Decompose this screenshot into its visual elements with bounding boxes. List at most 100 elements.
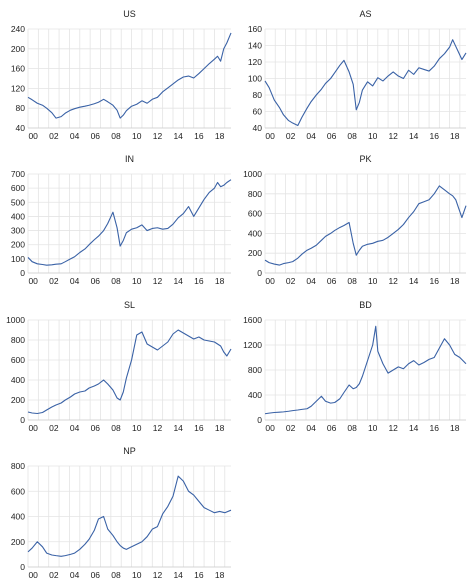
chart-title: PK (359, 154, 371, 164)
x-tick-label: 14 (173, 276, 183, 286)
x-tick-label: 12 (153, 423, 163, 433)
x-tick-label: 06 (91, 131, 101, 141)
chart-panel-as: AS 40 60 80 100 120 140 160 00 02 04 06 08 10 12 14 16 18 (248, 9, 467, 141)
x-tick-label: 16 (194, 423, 204, 433)
x-tick-label: 06 (327, 276, 337, 286)
y-tick-label: 400 (248, 228, 262, 238)
series-line-bd (264, 325, 467, 415)
y-tick-label: 600 (11, 355, 25, 365)
y-tick-label: 160 (248, 24, 262, 34)
chart-panel-us: US 40 80 120 160 200 240 00 02 04 06 08 10 12 14 16 18 (11, 9, 232, 141)
y-tick-label: 140 (248, 41, 262, 51)
y-tick-label: 400 (248, 390, 262, 400)
y-tick-label: 240 (11, 24, 25, 34)
y-tick-label: 400 (11, 512, 25, 522)
chart-title: AS (359, 9, 371, 19)
x-tick-label: 14 (409, 423, 419, 433)
y-tick-label: 500 (11, 197, 25, 207)
x-tick-label: 02 (286, 276, 296, 286)
x-tick-label: 12 (153, 131, 163, 141)
chart-panel-bd: BD 0 400 800 1200 1600 00 02 04 06 08 10 12 14 16 18 (243, 300, 467, 433)
x-tick-label: 16 (429, 131, 439, 141)
x-tick-label: 02 (49, 131, 59, 141)
y-tick-label: 40 (253, 123, 263, 133)
y-tick-label: 400 (11, 211, 25, 221)
y-tick-label: 120 (248, 57, 262, 67)
x-tick-label: 16 (194, 276, 204, 286)
x-tick-label: 18 (450, 276, 460, 286)
x-tick-label: 14 (409, 131, 419, 141)
y-tick-label: 200 (11, 240, 25, 250)
x-tick-label: 18 (450, 131, 460, 141)
x-tick-label: 00 (265, 423, 275, 433)
x-tick-label: 14 (409, 276, 419, 286)
y-tick-label: 200 (248, 248, 262, 258)
chart-panel-sl: SL 0 200 400 600 800 1000 00 02 04 06 08 10 12 14 16 18 (6, 300, 232, 433)
chart-title: US (123, 9, 136, 19)
y-tick-label: 400 (11, 375, 25, 385)
y-tick-label: 200 (11, 395, 25, 405)
series-line-in (27, 179, 232, 266)
y-tick-label: 100 (248, 74, 262, 84)
x-tick-label: 16 (429, 276, 439, 286)
x-tick-label: 18 (215, 423, 225, 433)
x-tick-label: 08 (347, 131, 357, 141)
chart-title: BD (359, 300, 372, 310)
x-tick-label: 04 (306, 423, 316, 433)
x-tick-label: 08 (111, 131, 121, 141)
x-tick-label: 04 (306, 131, 316, 141)
x-tick-label: 00 (265, 276, 275, 286)
y-tick-label: 60 (253, 107, 263, 117)
x-tick-label: 00 (265, 131, 275, 141)
x-tick-label: 10 (132, 276, 142, 286)
x-tick-label: 14 (173, 423, 183, 433)
x-tick-label: 12 (153, 570, 163, 580)
y-tick-label: 160 (11, 64, 25, 74)
x-tick-label: 02 (286, 131, 296, 141)
y-tick-label: 0 (20, 415, 25, 425)
y-tick-label: 40 (16, 123, 26, 133)
y-tick-label: 80 (253, 90, 263, 100)
x-tick-label: 04 (70, 570, 80, 580)
x-tick-label: 18 (215, 276, 225, 286)
y-tick-label: 1600 (243, 315, 262, 325)
series-line-pk (264, 185, 467, 266)
y-tick-label: 200 (11, 44, 25, 54)
y-tick-label: 1000 (6, 315, 25, 325)
x-tick-label: 08 (111, 423, 121, 433)
x-tick-label: 12 (388, 276, 398, 286)
x-tick-label: 06 (91, 276, 101, 286)
x-tick-label: 16 (429, 423, 439, 433)
x-tick-label: 06 (327, 131, 337, 141)
y-tick-label: 700 (11, 169, 25, 179)
x-tick-label: 08 (347, 276, 357, 286)
x-tick-label: 08 (111, 570, 121, 580)
y-tick-label: 800 (248, 365, 262, 375)
x-tick-label: 12 (388, 423, 398, 433)
chart-title: IN (125, 154, 134, 164)
x-tick-label: 00 (28, 423, 38, 433)
y-tick-label: 1200 (243, 340, 262, 350)
y-tick-label: 200 (11, 537, 25, 547)
x-tick-label: 06 (91, 570, 101, 580)
x-tick-label: 06 (327, 423, 337, 433)
series-line-us (27, 32, 232, 119)
chart-panel-in: IN 0 100 200 300 400 500 600 700 00 02 04 06 08 10 12 14… (11, 154, 232, 286)
x-tick-label: 12 (388, 131, 398, 141)
x-tick-label: 10 (368, 131, 378, 141)
y-tick-label: 600 (248, 209, 262, 219)
x-tick-label: 10 (368, 276, 378, 286)
chart-panel-np: NP 0 200 400 600 800 00 02 04 06 08 10 12 14 16 18 (11, 446, 232, 580)
x-tick-label: 04 (70, 276, 80, 286)
x-tick-label: 04 (70, 423, 80, 433)
y-tick-label: 800 (11, 461, 25, 471)
y-tick-label: 300 (11, 226, 25, 236)
x-tick-label: 10 (132, 423, 142, 433)
x-tick-label: 18 (215, 570, 225, 580)
y-tick-label: 80 (16, 103, 26, 113)
x-tick-label: 02 (49, 570, 59, 580)
x-tick-label: 04 (70, 131, 80, 141)
y-tick-label: 800 (11, 335, 25, 345)
